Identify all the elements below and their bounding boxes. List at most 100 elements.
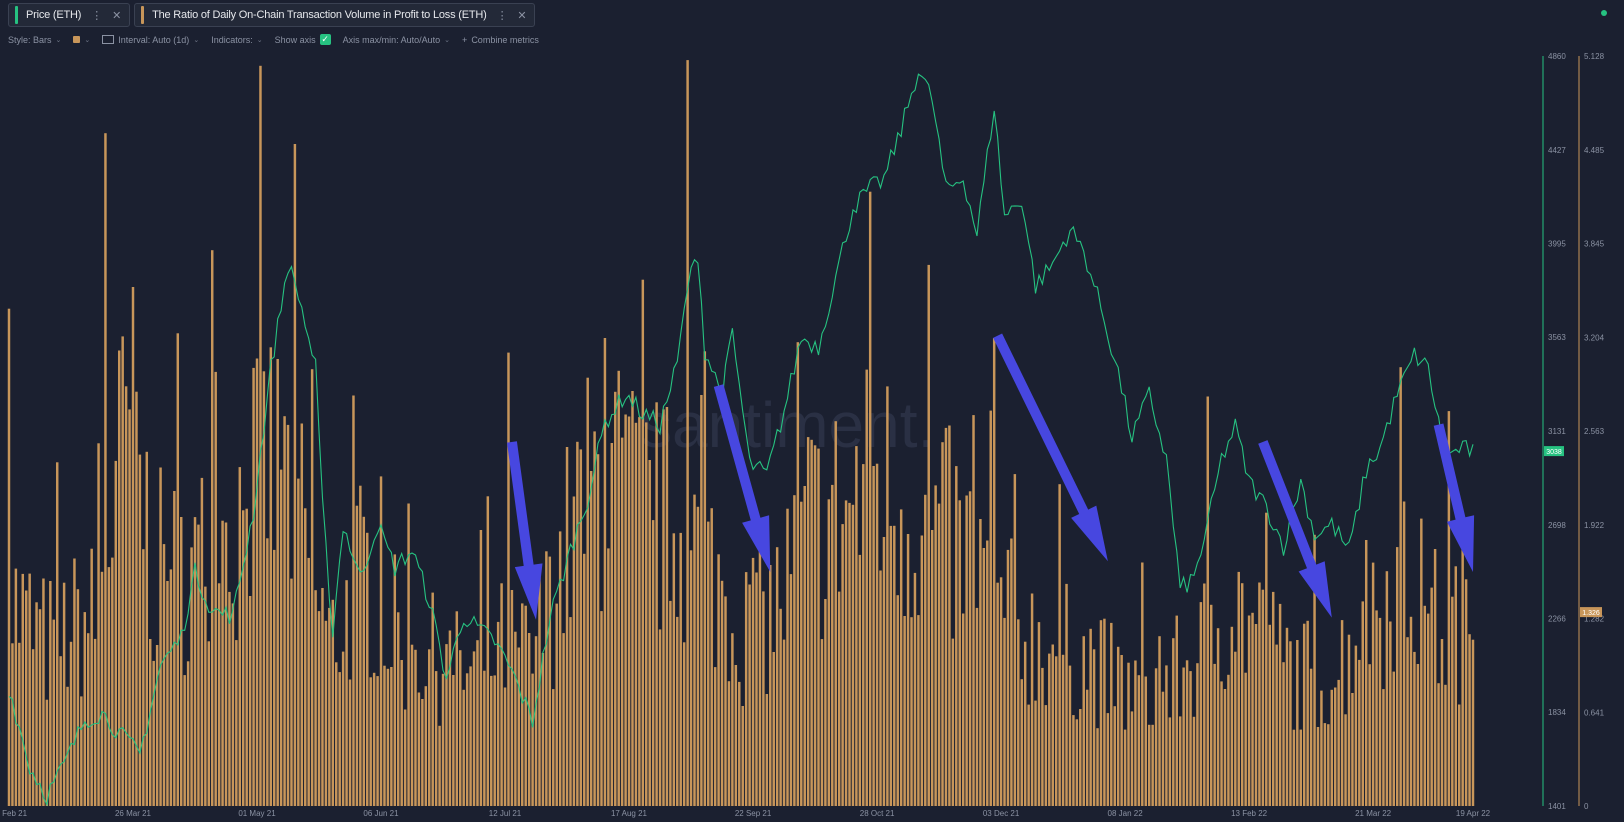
indicators-dropdown[interactable]: Indicators: ⌄ [211, 35, 262, 45]
ratio-axis-tick-label: 3.204 [1584, 333, 1605, 342]
ratio-bar [1275, 644, 1278, 806]
check-icon[interactable]: ✓ [319, 34, 331, 45]
color-dropdown[interactable]: ⌄ [73, 36, 90, 44]
vertical-dots-icon[interactable]: ⋮ [496, 9, 508, 22]
ratio-axis-tick-label: 0 [1584, 802, 1589, 811]
ratio-bar [483, 670, 486, 806]
ratio-bar [831, 484, 834, 806]
style-dropdown[interactable]: Style: Bars ⌄ [8, 35, 61, 45]
ratio-bar [1464, 579, 1468, 806]
close-icon[interactable]: ✕ [112, 9, 122, 22]
ratio-bar [345, 580, 348, 806]
ratio-bar [328, 607, 331, 806]
ratio-bar [906, 534, 910, 806]
tab-ratio-profit-loss[interactable]: The Ratio of Daily On-Chain Transaction … [134, 3, 536, 27]
ratio-bar [114, 460, 118, 806]
ratio-bar [1395, 547, 1399, 806]
ratio-bar [1185, 660, 1189, 806]
ratio-bar [693, 494, 696, 806]
ratio-bar [1420, 518, 1423, 806]
ratio-bar [1230, 626, 1234, 806]
ratio-bar [293, 144, 297, 806]
down-arrow-annotation [713, 384, 771, 572]
ratio-bar [1048, 653, 1051, 806]
ratio-bar [1099, 620, 1103, 806]
ratio-bar [1351, 693, 1354, 806]
ratio-bar [717, 554, 720, 806]
ratio-bar [1285, 627, 1289, 806]
ratio-bar [827, 499, 831, 806]
ratio-bar [627, 416, 631, 806]
ratio-bar [459, 650, 462, 806]
ratio-bar [1292, 729, 1296, 806]
indicators-label: Indicators: [211, 34, 253, 45]
ratio-bar [176, 333, 180, 806]
ratio-bar [638, 417, 641, 806]
ratio-bar [100, 571, 104, 806]
ratio-bar [806, 437, 810, 806]
close-icon[interactable]: ✕ [517, 9, 527, 22]
ratio-bar [958, 500, 961, 806]
ratio-bar [927, 264, 930, 806]
ratio-bar [97, 443, 100, 806]
ratio-bar [941, 442, 944, 806]
ratio-bar [1309, 668, 1313, 806]
ratio-bar [837, 591, 841, 806]
ratio-bar [1110, 622, 1113, 806]
axis-minmax-dropdown[interactable]: Axis max/min: Auto/Auto ⌄ [343, 35, 450, 45]
ratio-bar [1054, 656, 1058, 806]
combine-metrics-button[interactable]: + Combine metrics [462, 35, 539, 45]
ratio-bar [166, 581, 169, 806]
ratio-bar [651, 520, 655, 806]
ratio-bar [1234, 651, 1237, 806]
down-arrow-annotation [993, 333, 1108, 562]
ratio-bar [455, 611, 459, 806]
ratio-bar [903, 616, 906, 806]
ratio-bar [793, 495, 796, 806]
ratio-bar [162, 544, 166, 806]
ratio-bar [486, 496, 490, 806]
ratio-bar [1051, 644, 1054, 806]
ratio-bar [1454, 566, 1458, 806]
ratio-bar [648, 460, 651, 806]
ratio-bar [7, 308, 11, 806]
ratio-bar [245, 508, 248, 806]
ratio-bar [469, 666, 472, 806]
vertical-dots-icon[interactable]: ⋮ [91, 9, 103, 22]
ratio-bar [848, 502, 851, 806]
ratio-bar [1027, 704, 1030, 806]
ratio-bar [379, 476, 383, 806]
show-axis-toggle[interactable]: Show axis ✓ [275, 34, 331, 45]
interval-dropdown[interactable]: Interval: Auto (1d) ⌄ [102, 35, 199, 45]
ratio-bar [1058, 484, 1061, 806]
ratio-bar [1302, 623, 1306, 806]
ratio-axis-tick-label: 3.845 [1584, 240, 1605, 249]
ratio-bar [631, 391, 634, 806]
ratio-bar [207, 641, 211, 806]
ratio-bar [855, 446, 858, 806]
ratio-bar [1323, 723, 1327, 806]
ratio-bar [751, 557, 755, 806]
interval-label: Interval: Auto (1d) [118, 34, 190, 45]
last-ratio-badge-text: 1.326 [1582, 610, 1600, 617]
ratio-bar [1096, 728, 1099, 806]
ratio-bar [1189, 671, 1192, 806]
ratio-bar [552, 689, 555, 806]
ratio-bar [403, 709, 407, 806]
tab-price-eth[interactable]: Price (ETH) ⋮ ✕ [8, 3, 131, 27]
ratio-bar [796, 342, 800, 806]
ratio-bar [1265, 512, 1268, 806]
ratio-bar [1175, 615, 1178, 806]
ratio-bar [658, 629, 662, 806]
ratio-bar [1023, 641, 1027, 806]
ratio-bar [620, 437, 624, 806]
ratio-bar [93, 638, 97, 806]
ratio-bar [338, 672, 341, 806]
x-axis-tick-label: 13 Feb 22 [1231, 809, 1268, 818]
ratio-bar [634, 422, 638, 806]
ratio-bar [910, 617, 913, 806]
ratio-bar [1382, 689, 1385, 806]
ratio-bar [744, 572, 748, 806]
ratio-bar [713, 667, 717, 806]
